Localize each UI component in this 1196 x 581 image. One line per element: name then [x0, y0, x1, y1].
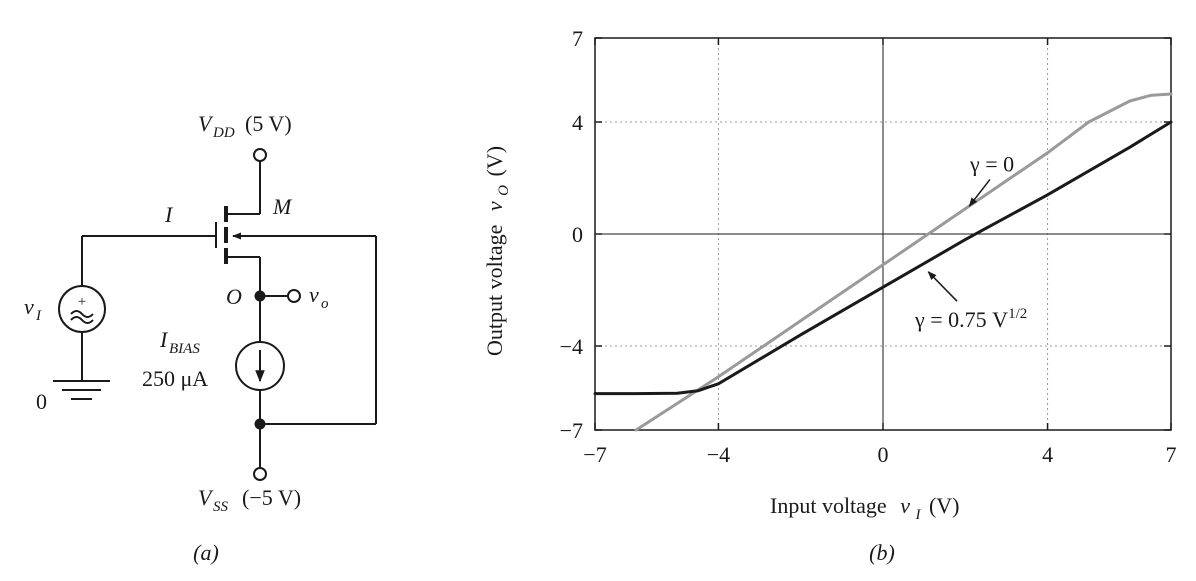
- x-tick-label: −7: [583, 442, 606, 467]
- mosfet-symbol: [215, 206, 376, 296]
- transistor-label: M: [272, 194, 293, 219]
- caption-a: (a): [193, 540, 219, 565]
- x-tick-labels: −7 −4 0 4 7: [583, 442, 1176, 467]
- vss-terminal: [253, 467, 267, 481]
- output-terminal: [287, 289, 301, 303]
- bias-value: 250 μA: [142, 366, 208, 391]
- vdd-terminal: [253, 148, 267, 162]
- x-axis-label-var: v: [900, 493, 910, 518]
- vss-value: (−5 V): [242, 485, 301, 510]
- annotations: γ = 0 γ = 0.75 V1/2: [914, 151, 1027, 332]
- transfer-chart: −7 −4 0 4 7 −7 −4 0 4 7 γ = 0 γ = 0.75 V1/2 Input…: [482, 26, 1177, 565]
- bias-subscript: BIAS: [169, 341, 200, 357]
- x-axis-label: Input voltage v I (V): [770, 493, 960, 524]
- y-axis-label-text: Output voltage: [482, 225, 507, 356]
- input-label: v: [24, 294, 34, 319]
- output-subscript: o: [321, 296, 329, 312]
- annotation-label-0: γ = 0: [969, 151, 1014, 176]
- tick-marks: [594, 37, 1172, 431]
- x-axis-label-text: Input voltage: [770, 493, 887, 518]
- y-tick-label: −4: [560, 334, 583, 359]
- x-tick-label: −4: [707, 442, 730, 467]
- circuit-panel: V DD (5 V) M I + v I: [24, 111, 377, 565]
- vdd-label: V: [198, 111, 214, 136]
- x-tick-label: 7: [1166, 442, 1177, 467]
- input-subscript: I: [35, 308, 42, 324]
- y-tick-label: 4: [572, 110, 583, 135]
- source-plus-sign: +: [78, 294, 86, 310]
- x-axis-label-sub: I: [914, 507, 921, 523]
- zero-lines: [595, 38, 1171, 430]
- y-axis-label-unit: (V): [482, 146, 507, 177]
- annotation-arrow-1: [927, 271, 958, 302]
- series: [593, 92, 1173, 432]
- ground-icon: [53, 380, 110, 400]
- y-axis-label: Output voltage v O (V): [482, 146, 513, 356]
- y-tick-labels: −7 −4 0 4 7: [560, 26, 583, 443]
- x-axis-label-unit: (V): [929, 493, 960, 518]
- y-tick-label: 0: [572, 222, 583, 247]
- series-line-0: [634, 92, 1173, 432]
- current-label: I: [164, 202, 174, 227]
- vss-label: V: [198, 485, 214, 510]
- output-label: v: [309, 282, 319, 307]
- y-axis-label-var: v: [482, 201, 507, 211]
- series-line-1: [593, 120, 1173, 396]
- y-tick-label: 7: [572, 26, 583, 51]
- vss-subscript: SS: [213, 499, 229, 515]
- x-tick-label: 4: [1042, 442, 1053, 467]
- x-tick-label: 0: [878, 442, 889, 467]
- vdd-subscript: DD: [212, 125, 235, 141]
- bias-label: I: [159, 327, 169, 352]
- caption-b: (b): [869, 540, 895, 565]
- node-label: O: [226, 284, 242, 309]
- y-tick-label: −7: [560, 418, 583, 443]
- annotation-arrow-0: [968, 178, 991, 207]
- vdd-value: (5 V): [245, 111, 292, 136]
- annotation-label-1: γ = 0.75 V1/2: [914, 306, 1027, 332]
- ground-label: 0: [36, 389, 47, 414]
- y-axis-label-sub: O: [496, 185, 512, 196]
